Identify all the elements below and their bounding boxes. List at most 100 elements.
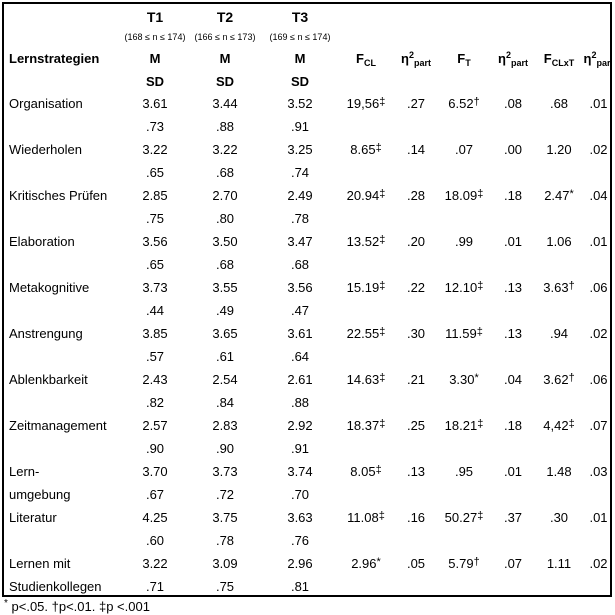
stat-value: .30 [536,506,582,529]
header-spacer [394,29,438,45]
empty-cell [490,161,536,184]
stat-value: 15.19‡ [338,276,394,299]
stat-superscript: 2 [591,49,597,60]
significance-marker: ‡ [477,510,484,522]
empty-cell [536,575,582,595]
stat-symbol: F [543,50,552,66]
stat-number: 6.52 [448,96,474,111]
header-spacer [536,4,582,29]
stat-number: 15.19 [346,280,380,295]
stat-number: 1.11 [546,556,572,571]
stat-value: .14 [394,138,438,161]
significance-marker: ‡ [379,96,386,108]
significance-marker: ‡ [379,418,386,430]
row-label-continuation [4,207,122,230]
stat-number: 3.30 [449,372,475,387]
empty-cell [438,345,490,368]
row-label: Lern- [9,464,40,479]
stat-value: .02 [582,138,610,161]
stat-symbol: η [401,50,409,66]
header-spacer [438,71,490,92]
row-label: Kritisches Prüfen [9,188,108,203]
significance-marker: † [473,96,480,108]
row-label-continuation [4,529,122,552]
header-spacer [338,71,394,92]
empty-cell [438,391,490,414]
sd-value: .76 [290,533,310,548]
table-row: Metakognitive 3.73 3.55 3.56 15.19‡ .22 12.10‡… [4,276,610,299]
stat-number: .01 [503,464,523,479]
time-header: T1 [146,8,164,25]
significance-marker: ‡ [375,142,382,154]
row-label-continuation [4,391,122,414]
empty-cell [490,299,536,322]
stat-value: 1.20 [536,138,582,161]
sd-value: .78 [215,533,235,548]
empty-cell [536,391,582,414]
significance-marker: * [569,188,574,200]
significance-marker: † [473,556,480,568]
header-spacer [4,29,122,45]
stat-number: .13 [406,464,426,479]
stat-number: .37 [503,510,523,525]
empty-cell [438,161,490,184]
empty-cell [394,437,438,460]
header-spacer [490,4,536,29]
significance-marker: * [474,372,479,384]
header-spacer [536,71,582,92]
stat-header: FCL [338,45,394,71]
empty-cell [394,529,438,552]
empty-cell [582,345,610,368]
stat-number: 50.27 [444,510,478,525]
table-row: Studienkollegen .71 .75 .81 [4,575,610,595]
mean-value: 3.22 [142,556,168,571]
empty-cell [394,391,438,414]
sd-value: .70 [290,487,310,502]
stat-number: .27 [406,96,426,111]
sd-value: .68 [215,165,235,180]
statistics-table-frame: T1 T2 T3 (168 ≤ n ≤ 174) (166 ≤ n ≤ 173) (169… [2,2,612,597]
empty-cell [490,529,536,552]
header-spacer [338,29,394,45]
stat-subscript: CLxT [551,57,575,68]
empty-cell [394,161,438,184]
stat-value: 2.96* [338,552,394,575]
stat-number: .16 [406,510,426,525]
table-row: .73 .88 .91 [4,115,610,138]
empty-cell [438,299,490,322]
stat-symbol: η [498,50,506,66]
empty-cell [536,345,582,368]
header-spacer [536,29,582,45]
stat-value: 14.63‡ [338,368,394,391]
sd-value: .68 [290,257,310,272]
sd-value: .75 [215,579,235,594]
stat-number: 3.63 [543,280,569,295]
stat-number: .01 [589,510,608,525]
stat-number: 18.09 [444,188,478,203]
table-row: Lern- 3.70 3.73 3.74 8.05‡ .13 .95 .01 1.48 .03 [4,460,610,483]
stat-value: .01 [582,230,610,253]
mean-value: 3.63 [287,510,313,525]
empty-cell [338,115,394,138]
mean-value: 2.96 [287,556,313,571]
n-range: (166 ≤ n ≤ 173) [194,32,256,42]
stat-value: .13 [394,460,438,483]
stat-value: .07 [582,414,610,437]
empty-cell [338,575,394,595]
n-range: (168 ≤ n ≤ 174) [124,32,186,42]
table-row: .82 .84 .88 [4,391,610,414]
empty-cell [582,253,610,276]
sd-value: .91 [290,119,310,134]
empty-cell [536,115,582,138]
mean-value: 3.74 [287,464,313,479]
empty-cell [438,575,490,595]
row-label: Literatur [9,510,57,525]
stat-number: .30 [549,510,569,525]
empty-cell [582,115,610,138]
header-spacer [394,71,438,92]
mean-value: 2.57 [142,418,168,433]
mean-value: 3.56 [287,280,313,295]
empty-cell [338,299,394,322]
stat-value: 4,42‡ [536,414,582,437]
